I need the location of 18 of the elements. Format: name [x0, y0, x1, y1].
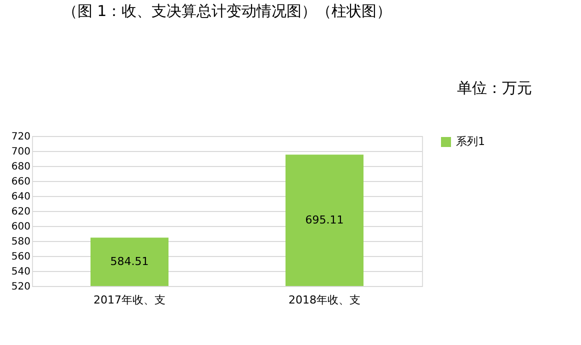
y-tick-label: 580 [11, 236, 30, 248]
y-tick-label: 600 [11, 222, 30, 232]
y-tick-label: 620 [11, 206, 30, 218]
y-tick-label: 660 [11, 176, 30, 188]
x-tick-label: 2018年收、支 [288, 294, 360, 306]
x-tick-label: 2017年收、支 [94, 294, 166, 306]
y-tick-label: 640 [11, 192, 30, 202]
legend-label: 系列1 [456, 135, 485, 148]
chart-title: （图 1：收、支决算总计变动情况图）（柱状图） [62, 2, 392, 20]
y-tick-label: 700 [11, 146, 30, 158]
y-tick-label: 680 [11, 162, 30, 172]
y-tick-label: 520 [11, 282, 30, 292]
y-tick-label: 540 [11, 266, 30, 278]
data-label: 695.11 [305, 213, 344, 226]
y-tick-label: 560 [11, 252, 30, 262]
text: 单位：万元 [457, 79, 532, 97]
data-label: 584.51 [110, 254, 149, 268]
y-tick-label: 720 [11, 132, 30, 142]
